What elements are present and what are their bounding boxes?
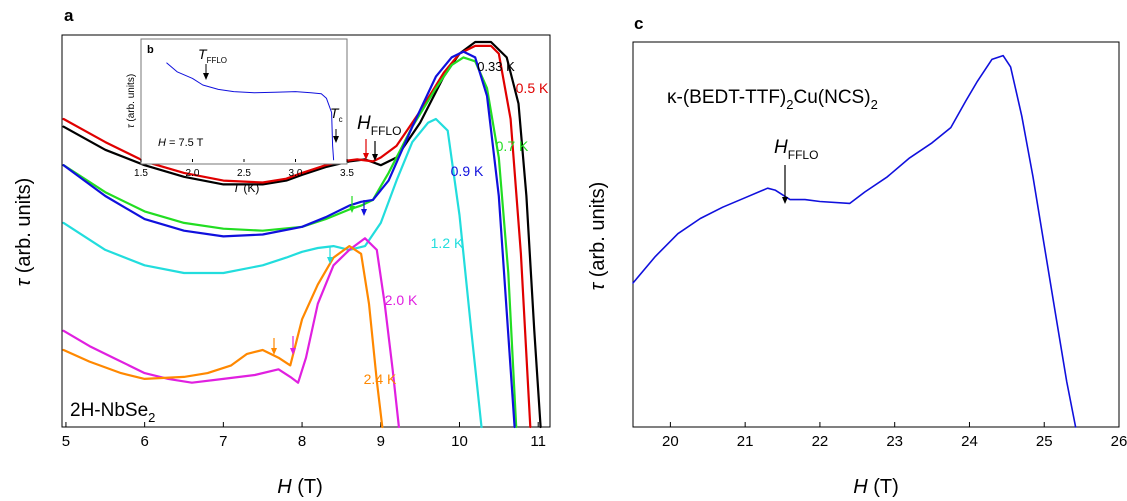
panel-c-hfflo-label: HFFLO	[774, 137, 818, 162]
panel-c-series	[632, 54, 1077, 428]
panel-a-x-tick-label: 7	[219, 433, 227, 450]
panel-a-x-tick-label: 11	[530, 433, 546, 450]
panel-a-x-tick-label: 8	[298, 433, 306, 450]
inset-b: b 1.5 2.0 2.5 3.0 3.5 T (K) τ (arb. units) T…	[126, 38, 354, 195]
panel-a: a 5 6 7 8 9 10 11 H (T) τ (arb. units) 0.33 K …	[13, 6, 551, 498]
panel-a-sample-label: 2H-NbSe2	[70, 400, 155, 425]
inset-b-x-axis-label: T (K)	[233, 181, 260, 195]
inset-b-x-tick-label: 2.0	[186, 168, 200, 179]
panel-a-x-tick-label: 9	[377, 433, 385, 450]
panel-a-series-line-1	[62, 44, 532, 429]
inset-b-x-tick-label: 2.5	[237, 168, 251, 179]
panel-a-x-tick-label: 10	[451, 433, 468, 450]
inset-b-label: b	[147, 44, 154, 56]
inset-b-x-tick-label: 3.0	[289, 168, 303, 179]
panel-c-x-tick-label: 24	[961, 433, 978, 450]
panel-a-x-tick-label: 6	[140, 433, 148, 450]
series-label-0-5k: 0.5 K	[516, 80, 549, 96]
series-label-1-2k: 1.2 K	[431, 235, 464, 251]
series-label-0-33k: 0.33 K	[477, 59, 515, 74]
inset-b-tc-label: Tc	[330, 105, 343, 124]
panel-c-x-tick-label: 23	[886, 433, 903, 450]
panel-c-x-tick-label: 20	[662, 433, 679, 450]
series-label-0-9k: 0.9 K	[451, 163, 484, 179]
inset-b-x-ticks: 1.5 2.0 2.5 3.0 3.5	[134, 159, 354, 179]
panel-c-label: c	[634, 14, 643, 33]
panel-c-x-axis-label: H (T)	[853, 476, 899, 498]
panel-a-series-line-6	[62, 245, 384, 429]
panel-c-x-tick-label: 26	[1111, 433, 1127, 450]
panel-c-x-ticks: 20 21 22 23 24 25 26	[662, 422, 1127, 450]
series-label-2-4k: 2.4 K	[364, 371, 397, 387]
panel-a-label: a	[64, 6, 74, 25]
panel-c: c 20 21 22 23 24 25 26 H (T) τ (arb. units) κ-…	[587, 14, 1127, 498]
inset-b-series-line-0	[166, 62, 335, 161]
series-label-0-7k: 0.7 K	[496, 138, 529, 154]
inset-b-x-tick-label: 3.5	[340, 168, 354, 179]
panel-a-x-axis-label: H (T)	[277, 476, 323, 498]
panel-a-series-line-5	[62, 237, 400, 429]
inset-b-field-label: H = 7.5 T	[158, 137, 204, 149]
panel-a-series	[62, 40, 542, 429]
inset-b-tfflo-label: TFFLO	[198, 46, 227, 65]
panel-a-x-tick-label: 5	[62, 433, 70, 450]
panel-a-hfflo-label: HFFLO	[357, 113, 401, 138]
series-label-2-0k: 2.0 K	[385, 292, 418, 308]
inset-b-x-tick-label: 1.5	[134, 168, 148, 179]
panel-c-series-line-0	[632, 54, 1077, 428]
panel-c-x-tick-label: 21	[737, 433, 754, 450]
panel-c-x-tick-label: 25	[1036, 433, 1053, 450]
inset-b-series	[166, 62, 335, 161]
inset-b-y-axis-label: τ (arb. units)	[126, 74, 137, 128]
panel-a-series-line-4	[62, 117, 483, 429]
panel-c-frame	[632, 41, 1120, 428]
panel-a-x-ticks: 5 6 7 8 9 10 11	[62, 422, 546, 450]
panel-c-y-axis-label: τ (arb. units)	[587, 182, 609, 291]
panel-c-compound-label: κ-(BEDT-TTF)2Cu(NCS)2	[667, 87, 878, 112]
panel-a-y-axis-label: τ (arb. units)	[13, 178, 35, 287]
panel-a-marker-arrows	[271, 139, 378, 355]
inset-b-frame	[140, 38, 348, 165]
panel-a-series-line-0	[62, 40, 542, 429]
panel-a-series-line-3	[62, 50, 516, 429]
panel-a-frame	[61, 34, 551, 428]
panel-c-x-tick-label: 22	[812, 433, 829, 450]
